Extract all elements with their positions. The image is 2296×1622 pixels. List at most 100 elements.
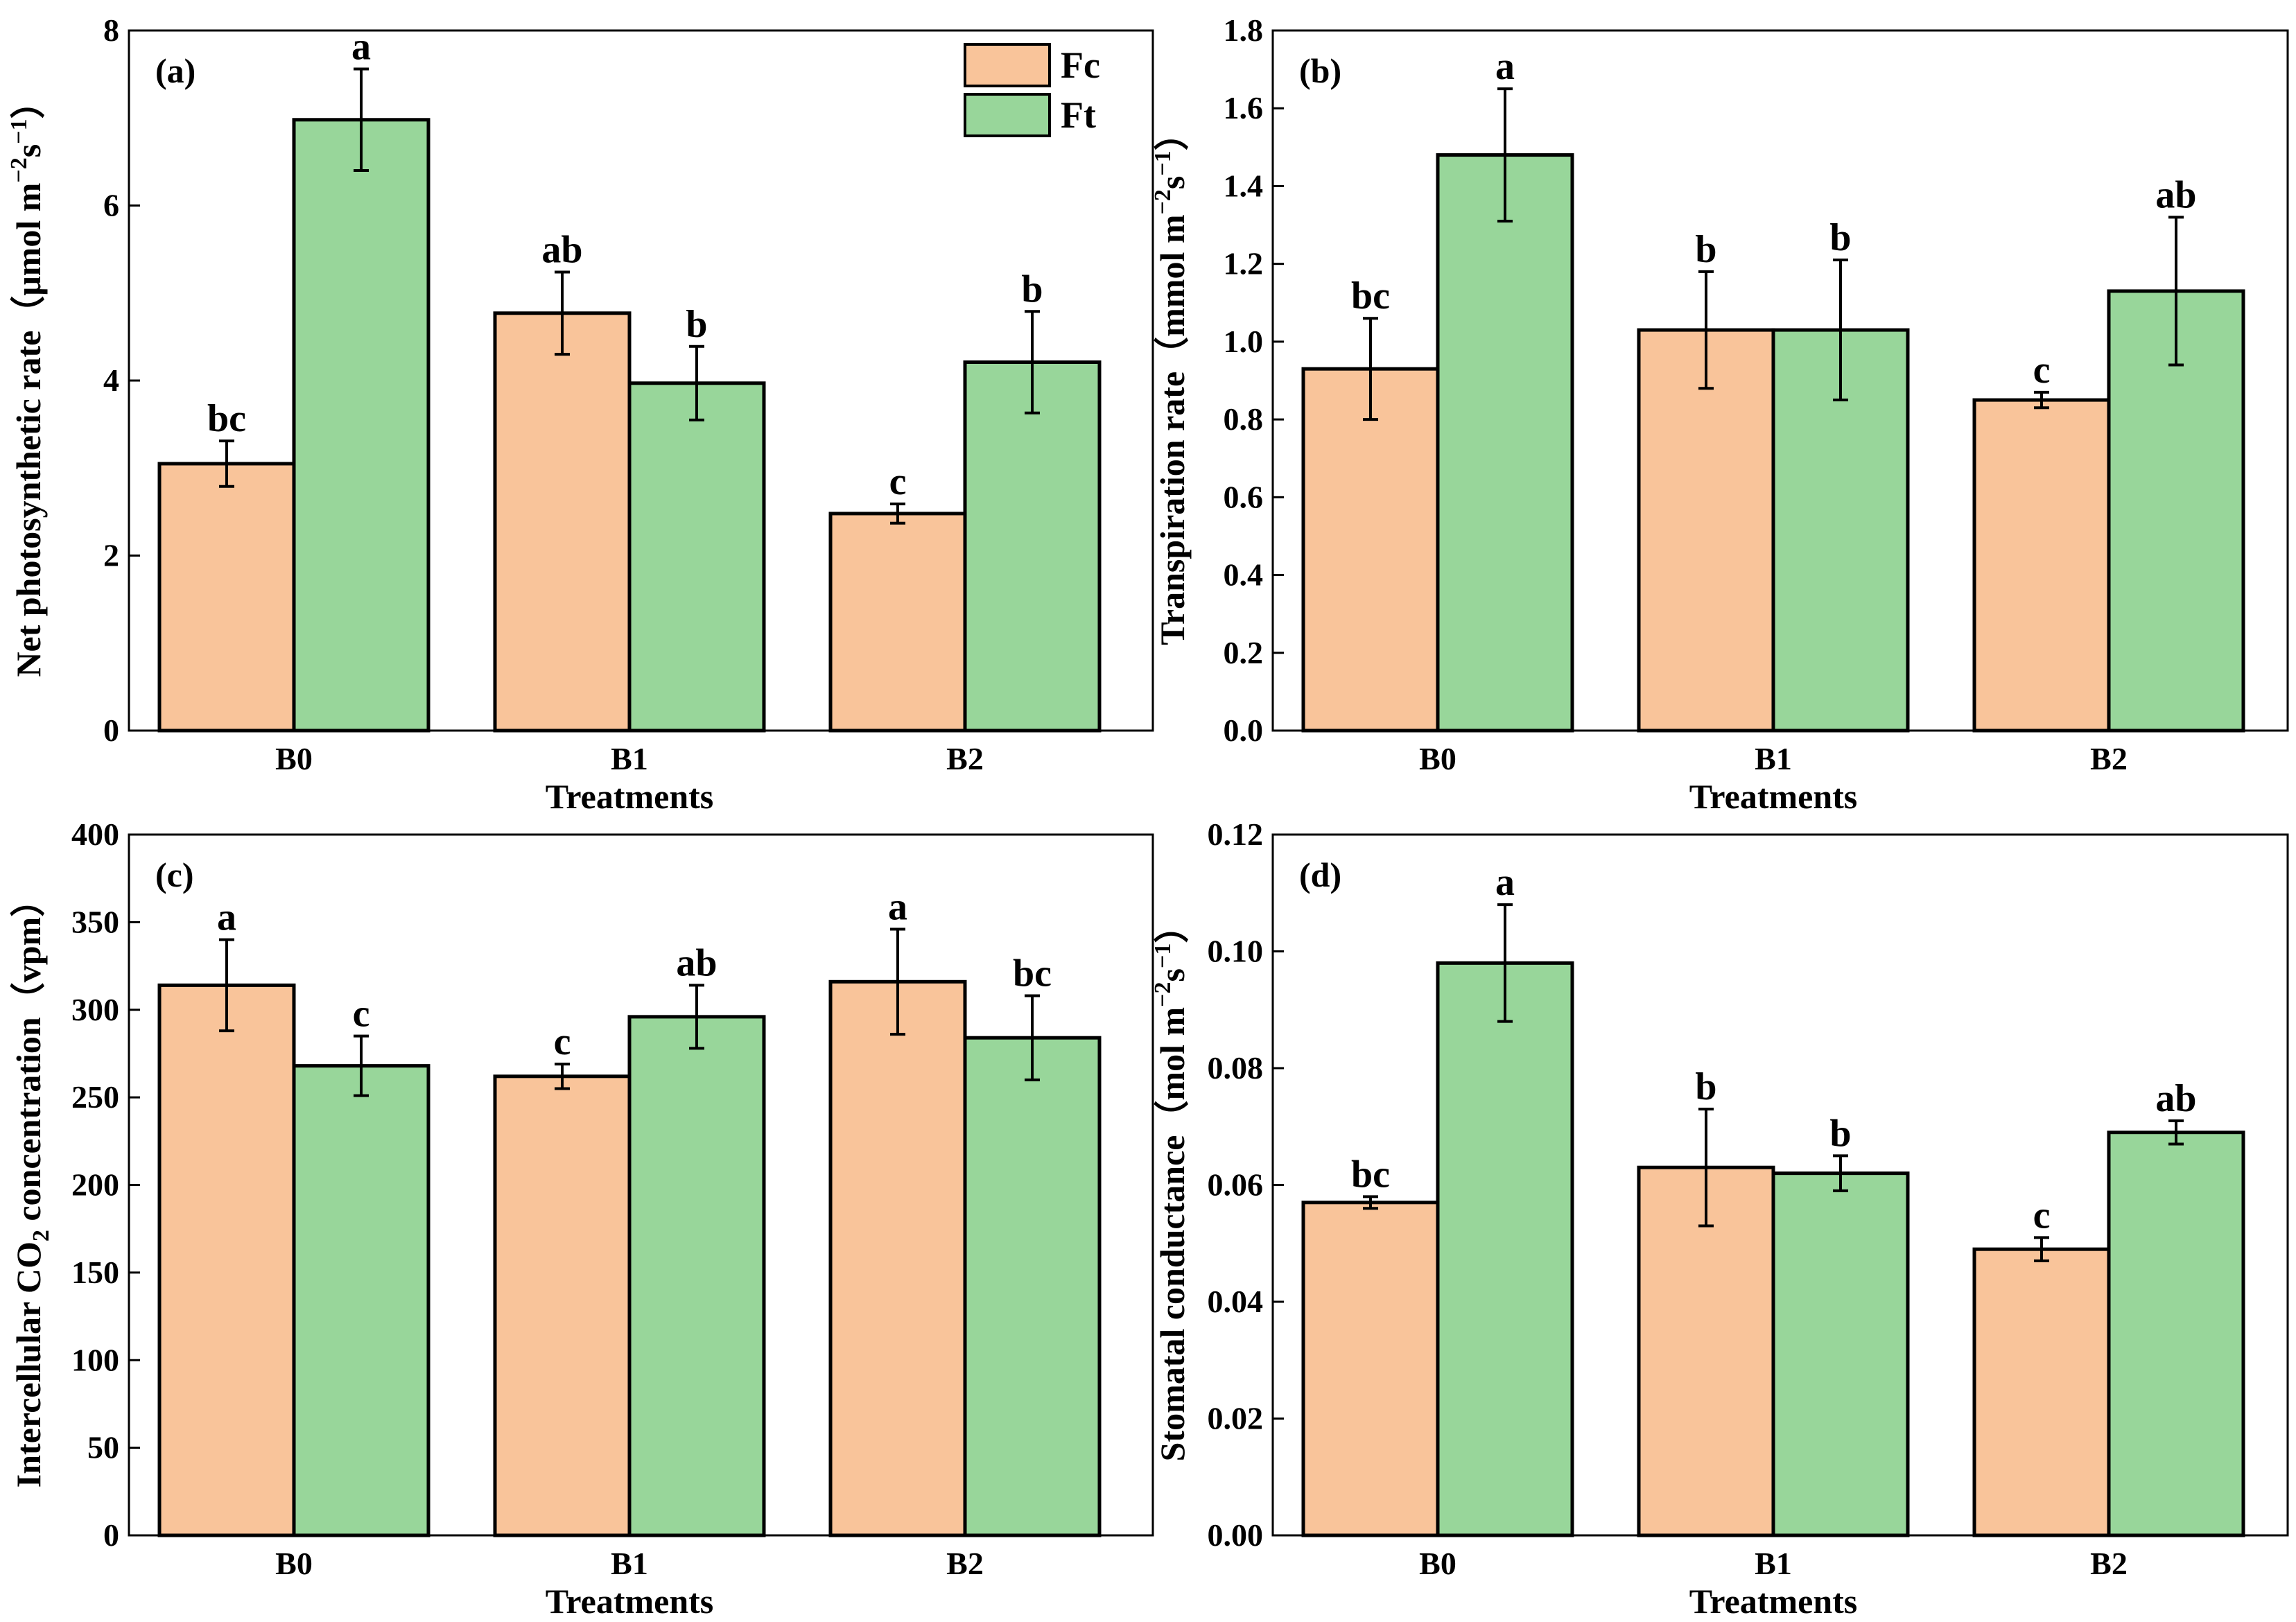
significance-letter: b xyxy=(1021,268,1043,311)
legend-swatch-fc xyxy=(964,43,1051,87)
bar-ft-b1 xyxy=(627,381,766,733)
x-tick-label: B2 xyxy=(2090,1546,2128,1581)
y-tick-label: 250 xyxy=(71,1079,119,1115)
y-tick-label: 1.2 xyxy=(1224,246,1264,281)
y-tick-label: 4 xyxy=(103,363,119,398)
bar-ft-b2 xyxy=(963,360,1102,733)
bar-fc-b2 xyxy=(828,512,967,733)
significance-letter: ab xyxy=(2155,173,2196,216)
significance-letter: b xyxy=(686,303,707,346)
y-title-main: Intercellular CO xyxy=(9,1241,48,1488)
y-tick-label: 0.04 xyxy=(1208,1284,1264,1319)
x-axis-title: Treatments xyxy=(1689,777,1858,816)
panel-label: (c) xyxy=(155,855,194,894)
y-tick-label: 50 xyxy=(87,1430,119,1465)
significance-letter: a xyxy=(888,885,907,928)
significance-letter: b xyxy=(1695,228,1716,271)
x-tick-label: B1 xyxy=(1755,1546,1792,1581)
y-title-main: Stomatal conductance（mol m xyxy=(1153,1007,1192,1462)
x-tick-label: B0 xyxy=(275,1546,313,1581)
y-tick-label: 0.6 xyxy=(1224,479,1264,514)
panel-label: (d) xyxy=(1299,855,1341,894)
y-tick-label: 100 xyxy=(71,1342,119,1377)
y-title-superscript: −1 xyxy=(1150,943,1176,968)
significance-letter: ab xyxy=(541,228,582,271)
y-axis-title: Stomatal conductance（mol m−2s−1） xyxy=(1150,909,1192,1462)
significance-letter: c xyxy=(889,460,907,503)
y-axis-title: Intercellular CO2 concentration（vpm） xyxy=(9,882,54,1488)
y-title-superscript: −1 xyxy=(6,119,32,143)
bar-fc-b1 xyxy=(493,311,632,733)
significance-letter: ab xyxy=(2155,1077,2196,1120)
y-title-main: Net photosynthetic rate（μmol m xyxy=(9,183,48,677)
y-tick-label: 2 xyxy=(103,538,119,573)
bar-ft-b0 xyxy=(1436,153,1574,733)
y-title-superscript: −2 xyxy=(6,157,32,182)
y-tick-label: 1.6 xyxy=(1224,90,1264,125)
y-title-mid: s xyxy=(1153,176,1192,189)
y-tick-label: 150 xyxy=(71,1255,119,1290)
y-title-superscript: −2 xyxy=(1150,189,1176,214)
y-tick-label: 0.4 xyxy=(1224,557,1264,593)
y-axis-title: Transpiration rate（mmol m−2s−1） xyxy=(1150,116,1192,645)
bar-ft-b2 xyxy=(2107,1131,2245,1537)
y-title-superscript: −2 xyxy=(1150,982,1176,1006)
bar-fc-b0 xyxy=(1301,367,1440,733)
y-tick-label: 0 xyxy=(103,1517,119,1553)
significance-letter: bc xyxy=(207,397,246,440)
bar-fc-b0 xyxy=(157,462,296,733)
panel-c: a c a c ab bc 0 50 100 150 200 250 300 350 400 B0 B1 B2 Tr… xyxy=(9,817,1154,1621)
bar-ft-b0 xyxy=(1436,961,1574,1537)
y-title-end: ） xyxy=(9,84,48,119)
significance-letter: ab xyxy=(676,941,717,984)
plot-frame xyxy=(1271,29,2289,732)
legend-label-ft: Ft xyxy=(1061,94,1096,136)
y-tick-label: 0.12 xyxy=(1208,817,1264,852)
significance-letter: a xyxy=(217,896,236,939)
bar-fc-b1 xyxy=(1637,328,1775,733)
y-tick-label: 0.8 xyxy=(1224,401,1264,437)
panel-label: (b) xyxy=(1299,51,1341,90)
bar-ft-b0 xyxy=(292,1064,430,1537)
significance-letter: c xyxy=(554,1020,571,1063)
y-tick-label: 300 xyxy=(71,992,119,1027)
y-title-mid: s xyxy=(1153,968,1192,982)
significance-letter: a xyxy=(351,26,371,69)
bar-fc-b0 xyxy=(1301,1201,1440,1537)
significance-letter: bc xyxy=(1351,1153,1390,1196)
legend-swatch-ft xyxy=(964,93,1051,137)
y-tick-label: 350 xyxy=(71,904,119,939)
x-tick-label: B1 xyxy=(1755,741,1792,776)
x-tick-label: B1 xyxy=(611,741,648,776)
y-title-end: concentration（vpm） xyxy=(9,882,48,1230)
x-tick-label: B0 xyxy=(275,741,313,776)
y-title-superscript: −1 xyxy=(1150,150,1176,175)
bar-ft-b1 xyxy=(1771,1171,1910,1537)
significance-letter: bc xyxy=(1351,274,1390,317)
x-axis-title: Treatments xyxy=(546,777,714,816)
significance-letter: a xyxy=(1495,861,1515,904)
significance-letter: bc xyxy=(1013,952,1052,995)
y-tick-label: 0 xyxy=(103,713,119,748)
panel-label: (a) xyxy=(155,51,195,90)
x-axis-title: Treatments xyxy=(546,1582,714,1621)
x-axis-title: Treatments xyxy=(1689,1582,1858,1621)
y-tick-label: 1.8 xyxy=(1224,12,1264,48)
legend-label-fc: Fc xyxy=(1061,44,1100,86)
y-tick-label: 0.10 xyxy=(1208,934,1264,969)
significance-letter: b xyxy=(1829,216,1851,259)
y-tick-label: 0.2 xyxy=(1224,635,1264,670)
x-tick-label: B0 xyxy=(1419,741,1456,776)
significance-letter: b xyxy=(1695,1065,1716,1108)
bar-fc-b0 xyxy=(157,983,296,1537)
bar-fc-b2 xyxy=(828,979,967,1537)
bar-fc-b2 xyxy=(1972,398,2111,733)
legend: Fc Ft xyxy=(964,43,1100,137)
y-tick-label: 8 xyxy=(103,12,119,48)
y-tick-label: 1.4 xyxy=(1224,168,1264,203)
bar-fc-b1 xyxy=(493,1074,632,1537)
x-tick-label: B2 xyxy=(946,1546,984,1581)
y-tick-label: 0.0 xyxy=(1224,713,1264,748)
